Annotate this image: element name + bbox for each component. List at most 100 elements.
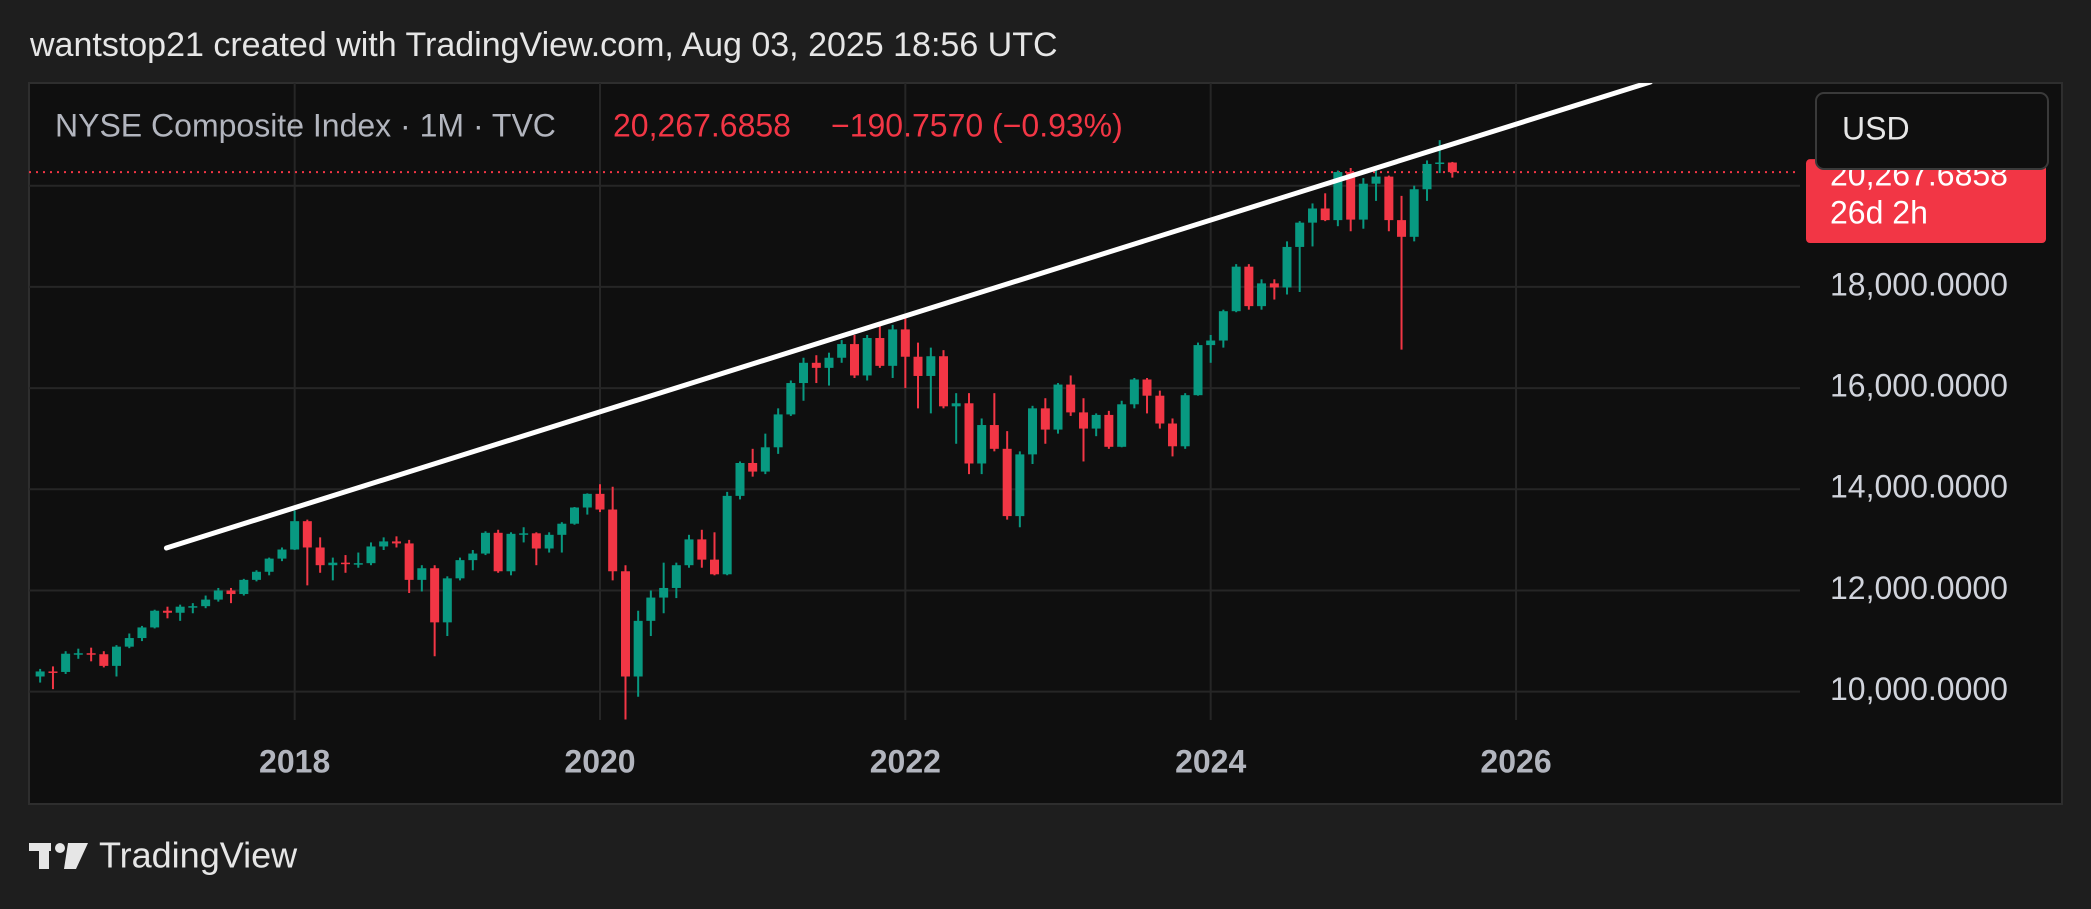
candle-body (811, 362, 821, 368)
candle-body (1117, 404, 1127, 447)
candle-body (1142, 379, 1152, 396)
trend-line (163, 83, 1653, 551)
candle-body (1129, 379, 1139, 405)
candle-body (1409, 189, 1419, 237)
candle-body (1358, 183, 1368, 220)
candle-body (188, 606, 198, 608)
candle-body (1168, 423, 1178, 447)
legend-change: −190.7570 (−0.93%) (831, 107, 1123, 143)
candle-body (786, 383, 796, 415)
candle-body (290, 521, 300, 550)
candle-body (849, 344, 859, 376)
candle-body (1422, 163, 1432, 190)
candle-body (989, 425, 999, 449)
y-tick-label: 18,000.0000 (1830, 266, 2008, 302)
candle-body (544, 534, 554, 549)
candle-body (557, 523, 567, 535)
candle-body (48, 671, 58, 673)
overlay (163, 83, 1653, 551)
candle-body (722, 495, 732, 575)
candle-body (1015, 454, 1025, 517)
candle-body (837, 344, 847, 358)
legend-last: 20,267.6858 (613, 107, 791, 143)
x-tick-label: 2024 (1175, 743, 1246, 779)
candle-body (175, 606, 185, 613)
candle-body (353, 563, 363, 565)
candle-body (1371, 176, 1381, 184)
candle-body (939, 356, 949, 407)
candles (35, 140, 1457, 720)
candle-body (277, 549, 287, 559)
x-tick-label: 2018 (259, 743, 330, 779)
candle-body (824, 357, 834, 368)
candle-body (1079, 412, 1089, 429)
candle-body (480, 532, 490, 554)
candle-body (1218, 311, 1228, 341)
candle-body (964, 403, 974, 464)
candle-body (709, 559, 719, 575)
candle-body (1308, 208, 1318, 223)
candle-body (748, 462, 758, 472)
candle-body (1206, 340, 1216, 346)
candle-body (1066, 384, 1076, 413)
candle-body (111, 646, 121, 666)
candle-body (1155, 395, 1165, 424)
x-tick-label: 2022 (870, 743, 941, 779)
candle-body (1244, 266, 1254, 307)
candle-body (251, 571, 261, 580)
candle-body (1447, 162, 1457, 173)
candle-body (697, 539, 707, 560)
candle-body (926, 356, 936, 376)
candle-body (328, 562, 338, 566)
candle-body (404, 543, 414, 580)
candle-body (595, 493, 605, 510)
candle-body (633, 620, 643, 677)
candle-body (1002, 448, 1012, 517)
candle-body (61, 653, 71, 672)
candle-body (735, 462, 745, 496)
candle-body (646, 597, 656, 621)
candle-body (913, 356, 923, 376)
candle-body (340, 562, 350, 565)
candle-body (468, 553, 478, 561)
currency-box (1815, 92, 2049, 170)
candle-body (659, 587, 669, 598)
y-tick-label: 14,000.0000 (1830, 469, 2008, 505)
candle-body (1333, 172, 1343, 221)
candle-body (239, 579, 249, 595)
candle-body (1346, 172, 1356, 220)
candle-body (302, 521, 312, 548)
candle-body (671, 565, 681, 588)
candle-body (531, 533, 541, 549)
candle-body (455, 560, 465, 579)
x-tick-label: 2026 (1480, 743, 1551, 779)
candle-body (1282, 246, 1292, 288)
candle-body (99, 654, 109, 666)
footer-logo (29, 843, 88, 869)
candle-body (1180, 395, 1190, 447)
candle-body (417, 568, 427, 580)
grid (29, 83, 1800, 720)
candle-body (86, 653, 96, 655)
candle-body (608, 509, 618, 572)
candle-body (620, 571, 630, 677)
candle-body (569, 507, 579, 524)
candle-body (264, 558, 274, 572)
candle-body (1295, 222, 1305, 247)
candle-body (519, 533, 529, 535)
candle-body (1384, 176, 1394, 221)
candle-body (1091, 414, 1101, 429)
candle-body (875, 338, 885, 366)
candle-body (1028, 408, 1038, 455)
candle-body (1193, 345, 1203, 396)
candle-body (379, 541, 389, 547)
candle-body (226, 590, 236, 595)
candle-body (1435, 162, 1445, 165)
candle-body (862, 338, 872, 376)
candle-body (493, 532, 503, 572)
candle-body (506, 533, 516, 572)
candle-body (201, 599, 211, 607)
logo-part (64, 843, 88, 869)
